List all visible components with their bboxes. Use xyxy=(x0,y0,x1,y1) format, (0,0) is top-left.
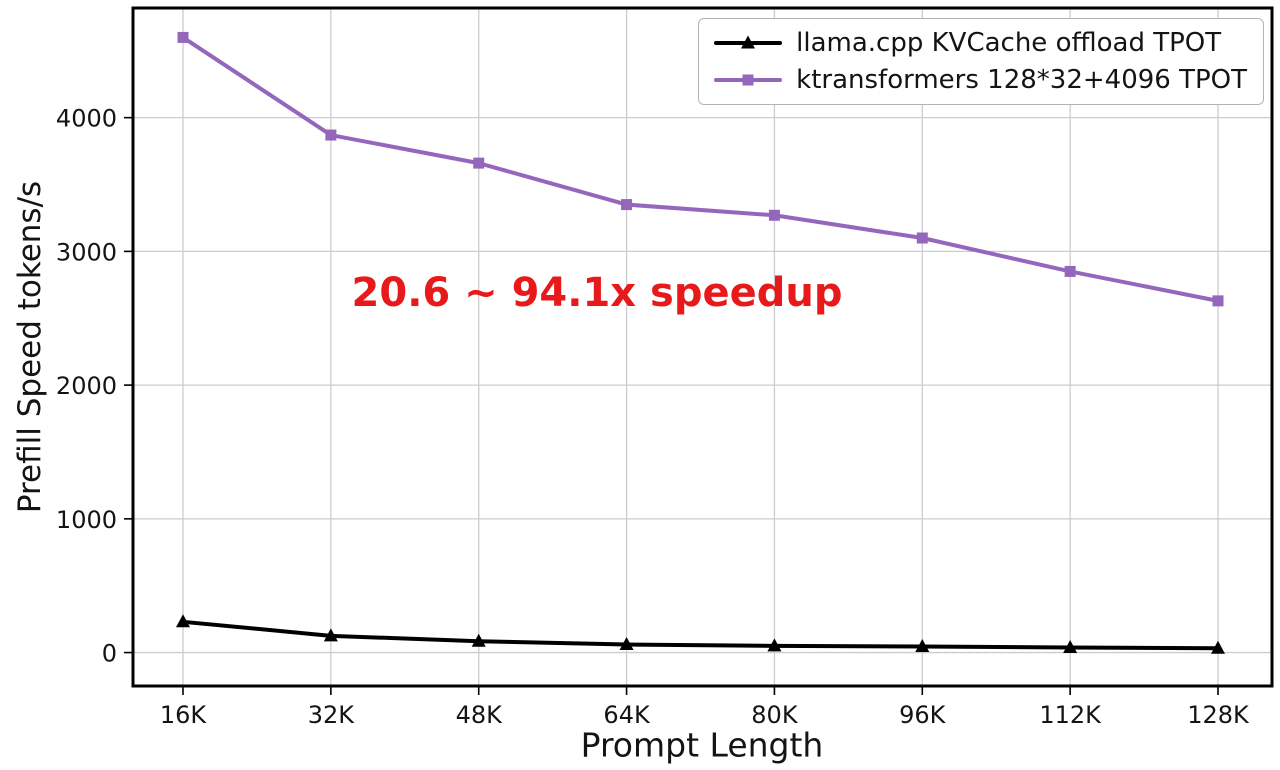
svg-text:128K: 128K xyxy=(1187,701,1250,729)
svg-text:16K: 16K xyxy=(160,701,208,729)
svg-text:96K: 96K xyxy=(899,701,947,729)
svg-text:4000: 4000 xyxy=(56,105,117,133)
legend-item: llama.cpp KVCache offload TPOT xyxy=(713,28,1247,58)
svg-text:48K: 48K xyxy=(456,701,504,729)
legend-sample-1 xyxy=(714,74,783,86)
y-axis-label: Prefill Speed tokens/s xyxy=(12,180,48,514)
legend-item: ktransformers 128*32+4096 TPOT xyxy=(713,65,1247,95)
legend-label: ktransformers 128*32+4096 TPOT xyxy=(796,65,1247,95)
svg-text:0: 0 xyxy=(102,640,117,668)
svg-text:112K: 112K xyxy=(1039,701,1102,729)
svg-text:1000: 1000 xyxy=(56,506,117,534)
svg-text:80K: 80K xyxy=(751,701,799,729)
svg-text:32K: 32K xyxy=(308,701,356,729)
legend-sample-0 xyxy=(714,35,783,49)
svg-text:2000: 2000 xyxy=(56,372,117,400)
legend: llama.cpp KVCache offload TPOT ktransfor… xyxy=(698,18,1264,105)
svg-text:3000: 3000 xyxy=(56,238,117,266)
x-axis-label: Prompt Length xyxy=(580,725,824,765)
speedup-annotation: 20.6 ~ 94.1x speedup xyxy=(351,270,843,316)
svg-text:64K: 64K xyxy=(603,701,651,729)
legend-label: llama.cpp KVCache offload TPOT xyxy=(796,28,1222,58)
